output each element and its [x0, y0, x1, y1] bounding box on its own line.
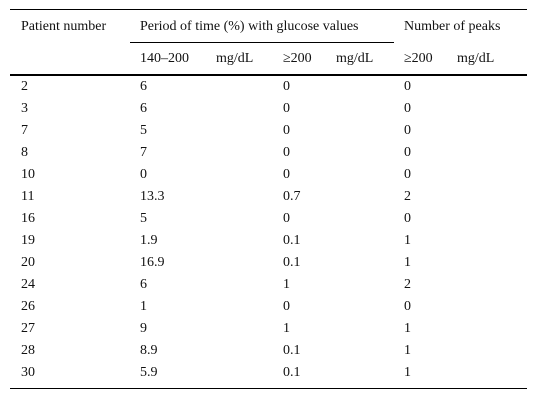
cell-patient: 27 [21, 321, 35, 336]
cell-peaks: 1 [404, 321, 411, 336]
cell-peaks: 1 [404, 255, 411, 270]
cell-patient: 16 [21, 211, 35, 226]
subheader-140-200-range: 140–200 [140, 51, 189, 66]
cell-patient: 30 [21, 365, 35, 380]
subheader-peaks-value: ≥200 [404, 51, 433, 66]
cell-patient: 28 [21, 343, 35, 358]
subheader-140-200-unit: mg/dL [216, 51, 254, 66]
cell-140-200: 13.3 [140, 189, 165, 204]
cell-140-200: 6 [140, 79, 147, 94]
cell-140-200: 16.9 [140, 255, 165, 270]
cell-patient: 19 [21, 233, 35, 248]
cell-140-200: 5.9 [140, 365, 158, 380]
subheader-peaks-unit: mg/dL [457, 51, 495, 66]
cell-ge200: 0.1 [283, 365, 301, 380]
cell-ge200: 0 [283, 123, 290, 138]
cell-peaks: 1 [404, 233, 411, 248]
cell-peaks: 0 [404, 299, 411, 314]
header-period-of-time: Period of time (%) with glucose values [140, 19, 359, 34]
cell-patient: 24 [21, 277, 35, 292]
cell-140-200: 1.9 [140, 233, 158, 248]
cell-patient: 8 [21, 145, 28, 160]
cell-140-200: 5 [140, 211, 147, 226]
cell-patient: 20 [21, 255, 35, 270]
header-patient-number: Patient number [21, 19, 107, 34]
cell-ge200: 0 [283, 101, 290, 116]
cell-ge200: 0 [283, 211, 290, 226]
cell-140-200: 5 [140, 123, 147, 138]
cell-140-200: 1 [140, 299, 147, 314]
cell-140-200: 7 [140, 145, 147, 160]
cell-140-200: 6 [140, 101, 147, 116]
cell-140-200: 8.9 [140, 343, 158, 358]
cell-peaks: 0 [404, 79, 411, 94]
cell-patient: 2 [21, 79, 28, 94]
period-group-underline [130, 42, 394, 43]
cell-ge200: 0.7 [283, 189, 301, 204]
cell-140-200: 9 [140, 321, 147, 336]
cell-ge200: 0 [283, 167, 290, 182]
cell-peaks: 0 [404, 123, 411, 138]
cell-ge200: 0.1 [283, 233, 301, 248]
cell-peaks: 0 [404, 211, 411, 226]
cell-patient: 7 [21, 123, 28, 138]
cell-peaks: 1 [404, 343, 411, 358]
cell-ge200: 0 [283, 299, 290, 314]
cell-patient: 10 [21, 167, 35, 182]
cell-ge200: 0.1 [283, 255, 301, 270]
cell-140-200: 0 [140, 167, 147, 182]
cell-peaks: 2 [404, 189, 411, 204]
cell-ge200: 0.1 [283, 343, 301, 358]
table-top-rule [10, 9, 527, 10]
cell-140-200: 6 [140, 277, 147, 292]
cell-patient: 26 [21, 299, 35, 314]
cell-peaks: 0 [404, 167, 411, 182]
table-bottom-rule [10, 388, 527, 389]
cell-ge200: 1 [283, 321, 290, 336]
cell-peaks: 2 [404, 277, 411, 292]
cell-patient: 11 [21, 189, 35, 204]
subheader-ge200-unit: mg/dL [336, 51, 374, 66]
cell-ge200: 0 [283, 79, 290, 94]
subheader-ge200-value: ≥200 [283, 51, 312, 66]
cell-peaks: 0 [404, 101, 411, 116]
cell-peaks: 0 [404, 145, 411, 160]
cell-ge200: 1 [283, 277, 290, 292]
cell-ge200: 0 [283, 145, 290, 160]
header-bottom-rule [10, 74, 527, 76]
cell-patient: 3 [21, 101, 28, 116]
cell-peaks: 1 [404, 365, 411, 380]
header-number-of-peaks: Number of peaks [404, 19, 501, 34]
